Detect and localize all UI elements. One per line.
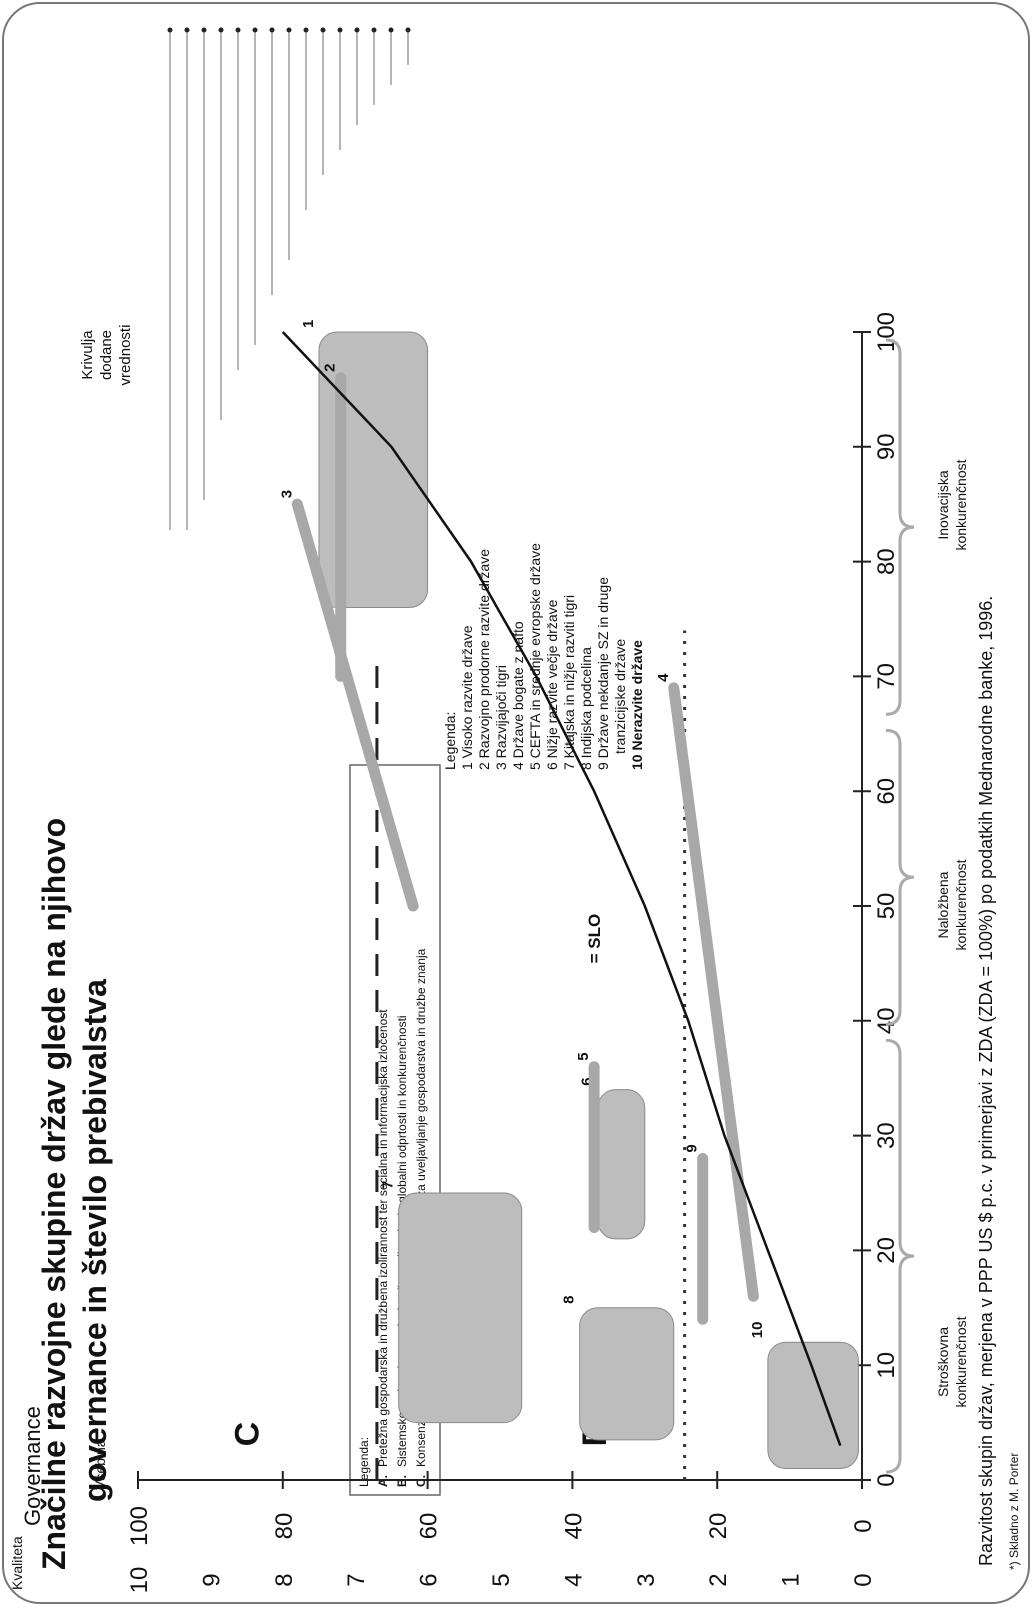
population-marker-11 <box>354 27 360 33</box>
chart-title-line2: governance in število prebivalstva <box>77 979 113 1502</box>
y-tick-label-quality-1: 1 <box>778 1573 805 1586</box>
x-tick-label-9: 90 <box>873 433 900 460</box>
competitiveness-brace-2 <box>885 338 915 716</box>
x-tick-label-1: 10 <box>873 1352 900 1379</box>
group-box-label-10: 10 <box>749 1322 766 1339</box>
y-tick-label-content-4: 80 <box>271 1513 298 1540</box>
population-marker-7 <box>286 27 292 33</box>
population-marker-6 <box>269 27 275 33</box>
x-tick-label-3: 30 <box>873 1122 900 1149</box>
y-axis-title: Governance <box>20 1406 45 1526</box>
governance-legend-title: Legenda: <box>357 1437 371 1487</box>
y-tick-label-content-5: 100 <box>126 1506 153 1546</box>
group-legend-item-4: 4 Države bogate z nafto <box>510 621 526 770</box>
group-legend-title: Legenda: <box>442 712 458 770</box>
y-tick-label-content-2: 40 <box>560 1513 587 1540</box>
curve-label-1: Krivulja <box>79 330 96 380</box>
population-marker-0 <box>167 27 173 33</box>
y-tick-label-quality-3: 3 <box>633 1573 660 1586</box>
group-legend-item-6: 6 Nižje razvite večje države <box>544 599 560 770</box>
x-tick-label-6: 60 <box>873 778 900 805</box>
competitiveness-brace-0 <box>885 1038 915 1474</box>
curve-label-2: dodane <box>98 330 115 380</box>
competitiveness-brace-1 <box>885 728 915 1026</box>
population-marker-14 <box>405 27 411 33</box>
group-legend-item-9: 9 Države nekdanje SZ in druge <box>595 577 611 770</box>
group-box-label-8: 8 <box>561 1295 578 1303</box>
footnote: *) Skladno z M. Porter <box>1007 1453 1021 1570</box>
y-axis-quality-label: Kvaliteta <box>9 1536 25 1590</box>
population-marker-8 <box>303 27 309 33</box>
group-bar-label-9: 9 <box>684 1144 701 1152</box>
competitiveness-innovation-2: konkurenčnost <box>953 459 969 550</box>
y-tick-label-quality-10: 10 <box>126 1567 153 1594</box>
group-box-label-7: 7 <box>380 1181 397 1189</box>
y-tick-label-content-1: 20 <box>705 1513 732 1540</box>
group-legend-item-5: 5 CEFTA in srednje evropske države <box>527 543 543 770</box>
population-marker-1 <box>184 27 190 33</box>
group-box-10 <box>767 1341 859 1470</box>
slo-marker: = SLO <box>585 914 604 964</box>
competitiveness-cost-2: konkurenčnost <box>953 1316 969 1407</box>
y-tick-label-quality-4: 4 <box>560 1573 587 1586</box>
x-axis-label: Razvitost skupin držav, merjena v PPP US… <box>976 596 996 1566</box>
group-legend-item-8: 8 Indijska podcelina <box>578 647 594 770</box>
group-legend-item-1: 1 Visoko razvite države <box>459 625 475 770</box>
population-marker-9 <box>320 27 326 33</box>
value-added-curve <box>281 331 842 1446</box>
competitiveness-innovation-1: Inovacijska <box>935 470 951 539</box>
x-tick-label-2: 20 <box>873 1237 900 1264</box>
group-bar-label-5: 5 <box>575 1052 592 1060</box>
x-tick-label-7: 70 <box>873 663 900 690</box>
group-box-6 <box>597 1089 646 1240</box>
x-tick-label-10: 100 <box>873 312 900 352</box>
y-axis-content-label: Vsebina <box>92 1439 108 1490</box>
group-legend-item-7: 7 Kitajska in nižje razviti tigri <box>561 595 577 770</box>
x-tick-label-0: 0 <box>873 1473 900 1486</box>
chart-title-line1: Značilne razvojne skupine držav glede na… <box>36 818 72 1570</box>
population-marker-4 <box>235 27 241 33</box>
group-box-7 <box>398 1192 523 1424</box>
y-tick-label-content-0: 0 <box>850 1519 877 1532</box>
y-tick-label-quality-2: 2 <box>705 1573 732 1586</box>
curve-label-3: vrednosti <box>117 325 134 386</box>
governance-legend-text-0: Pretežna gospodarska in družbena izolira… <box>376 1009 390 1467</box>
group-legend-item-10: 10 Nerazvite države <box>629 640 645 770</box>
group-bar-3 <box>291 498 419 912</box>
population-marker-12 <box>371 27 377 33</box>
y-tick-label-quality-5: 5 <box>488 1573 515 1586</box>
y-tick-label-quality-6: 6 <box>416 1573 443 1586</box>
group-legend-item-3: 3 Razvijajoči tigri <box>493 665 509 770</box>
governance-level-C: C <box>229 1422 267 1447</box>
x-tick-label-5: 50 <box>873 893 900 920</box>
y-tick-label-quality-8: 8 <box>271 1573 298 1586</box>
group-box-label-6: 6 <box>579 1077 596 1085</box>
group-box-8 <box>579 1307 675 1441</box>
population-marker-13 <box>388 27 394 33</box>
population-marker-2 <box>201 27 207 33</box>
group-bar-label-4: 4 <box>655 673 672 682</box>
group-bar-label-2: 2 <box>322 364 339 372</box>
group-bar-4 <box>668 682 759 1302</box>
y-tick-label-quality-0: 0 <box>850 1573 877 1586</box>
competitiveness-cost-1: Stroškovna <box>935 1327 951 1397</box>
y-tick-label-content-3: 60 <box>416 1513 443 1540</box>
competitiveness-investment-1: Naložbena <box>935 871 951 938</box>
population-marker-10 <box>337 27 343 33</box>
competitiveness-investment-2: konkurenčnost <box>953 859 969 950</box>
group-box-label-1: 1 <box>300 320 317 328</box>
group-legend-item-9b: tranzicijske države <box>612 639 628 754</box>
y-tick-label-quality-7: 7 <box>343 1573 370 1586</box>
x-tick-label-8: 80 <box>873 548 900 575</box>
population-marker-3 <box>218 27 224 33</box>
group-legend-item-2: 2 Razvojno prodorne razvite države <box>476 549 492 770</box>
group-bar-label-3: 3 <box>278 490 295 498</box>
y-tick-label-quality-9: 9 <box>198 1573 225 1586</box>
population-marker-5 <box>252 27 258 33</box>
